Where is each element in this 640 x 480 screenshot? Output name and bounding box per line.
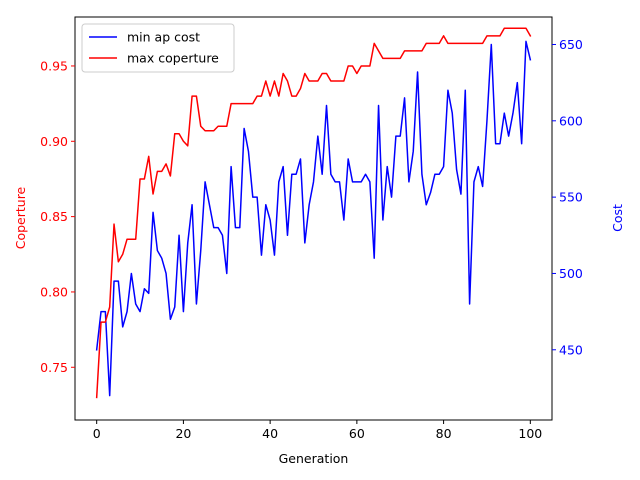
- right-y-tick-label: 450: [559, 342, 583, 357]
- right-y-tick-label: 550: [559, 190, 583, 205]
- x-tick-label: 100: [518, 426, 542, 441]
- left-y-tick-label: 0.80: [40, 284, 68, 299]
- series-line-min-ap-cost: [95, 40, 532, 397]
- x-axis-label: Generation: [279, 451, 349, 466]
- legend: min ap cost max coperture: [81, 23, 235, 73]
- legend-label-max-coperture: max coperture: [127, 51, 219, 66]
- series-layer: [95, 27, 532, 399]
- right-y-tick-label: 650: [559, 37, 583, 52]
- right-y-tick-label: 600: [559, 113, 583, 128]
- x-tick-label: 40: [262, 426, 278, 441]
- left-y-tick-label: 0.85: [40, 209, 68, 224]
- left-y-tick-label: 0.95: [40, 58, 68, 73]
- right-y-tick-label: 500: [559, 266, 583, 281]
- plot-area: [75, 17, 552, 420]
- x-tick-label: 20: [175, 426, 191, 441]
- legend-label-min-ap-cost: min ap cost: [127, 30, 200, 45]
- plot-frame: [74, 16, 553, 421]
- left-y-tick-label: 0.90: [40, 134, 68, 149]
- x-tick-label: 80: [436, 426, 452, 441]
- x-tick-label: 0: [93, 426, 101, 441]
- left-y-tick-label: 0.75: [40, 360, 68, 375]
- axes-layer: 0 20 40 60 80 100 0.75 0.80 0.85 0.90 0.95 450 500 55…: [40, 16, 583, 441]
- legend-box: [81, 23, 235, 73]
- left-y-axis-label: Coperture: [13, 186, 28, 249]
- right-y-axis-label: Cost: [610, 204, 625, 232]
- x-tick-label: 60: [349, 426, 365, 441]
- series-line-max-coperture: [95, 27, 532, 399]
